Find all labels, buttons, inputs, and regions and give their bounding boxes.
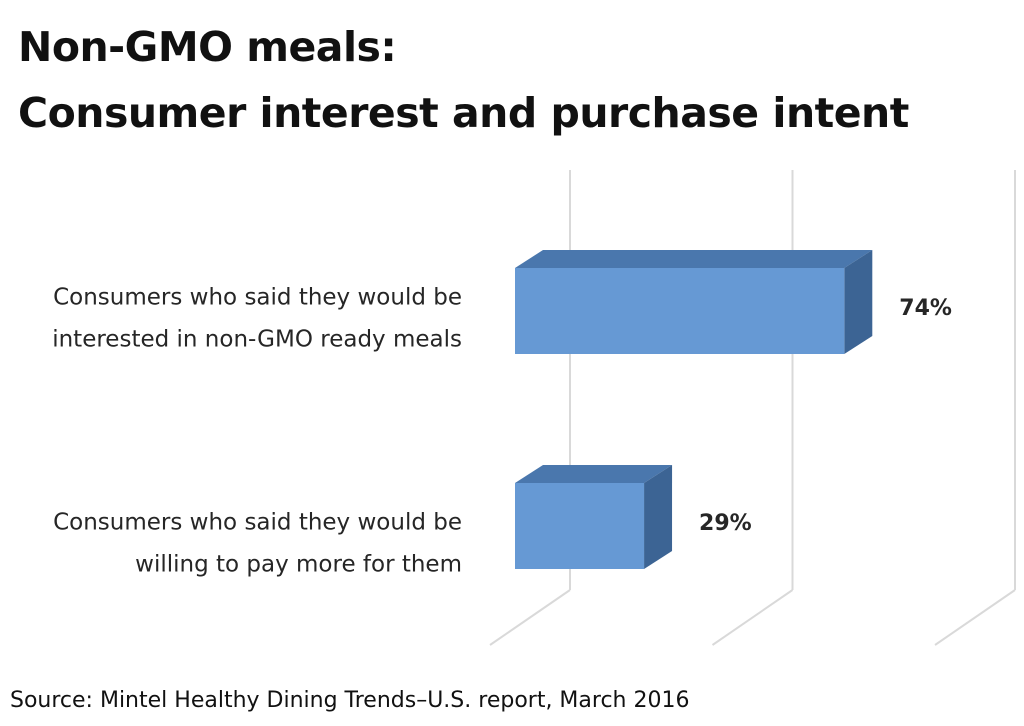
category-label-1-0: Consumers who said they would be	[53, 510, 462, 536]
bar-top-1	[515, 465, 673, 483]
gridline-floor-2	[934, 589, 1016, 646]
title-line-2: Consumer interest and purchase intent	[18, 89, 909, 137]
gridline-floor-1	[711, 589, 794, 646]
category-label-0-1: interested in non-GMO ready meals	[52, 327, 462, 353]
data-label-0: 74%	[899, 296, 952, 321]
bar-side-1	[644, 465, 673, 569]
title-line-1: Non-GMO meals:	[18, 23, 397, 71]
bar-1	[515, 483, 645, 569]
source-note: Source: Mintel Healthy Dining Trends–U.S…	[10, 688, 690, 713]
bar-0	[515, 268, 845, 354]
bar-side-0	[844, 250, 873, 354]
gridline-floor-0	[489, 589, 571, 646]
category-label-0-0: Consumers who said they would be	[53, 285, 462, 311]
bar-top-0	[515, 250, 873, 268]
category-label-1-1: willing to pay more for them	[135, 552, 462, 578]
data-label-1: 29%	[699, 511, 752, 536]
chart-title: Non-GMO meals: Consumer interest and pur…	[18, 14, 909, 146]
